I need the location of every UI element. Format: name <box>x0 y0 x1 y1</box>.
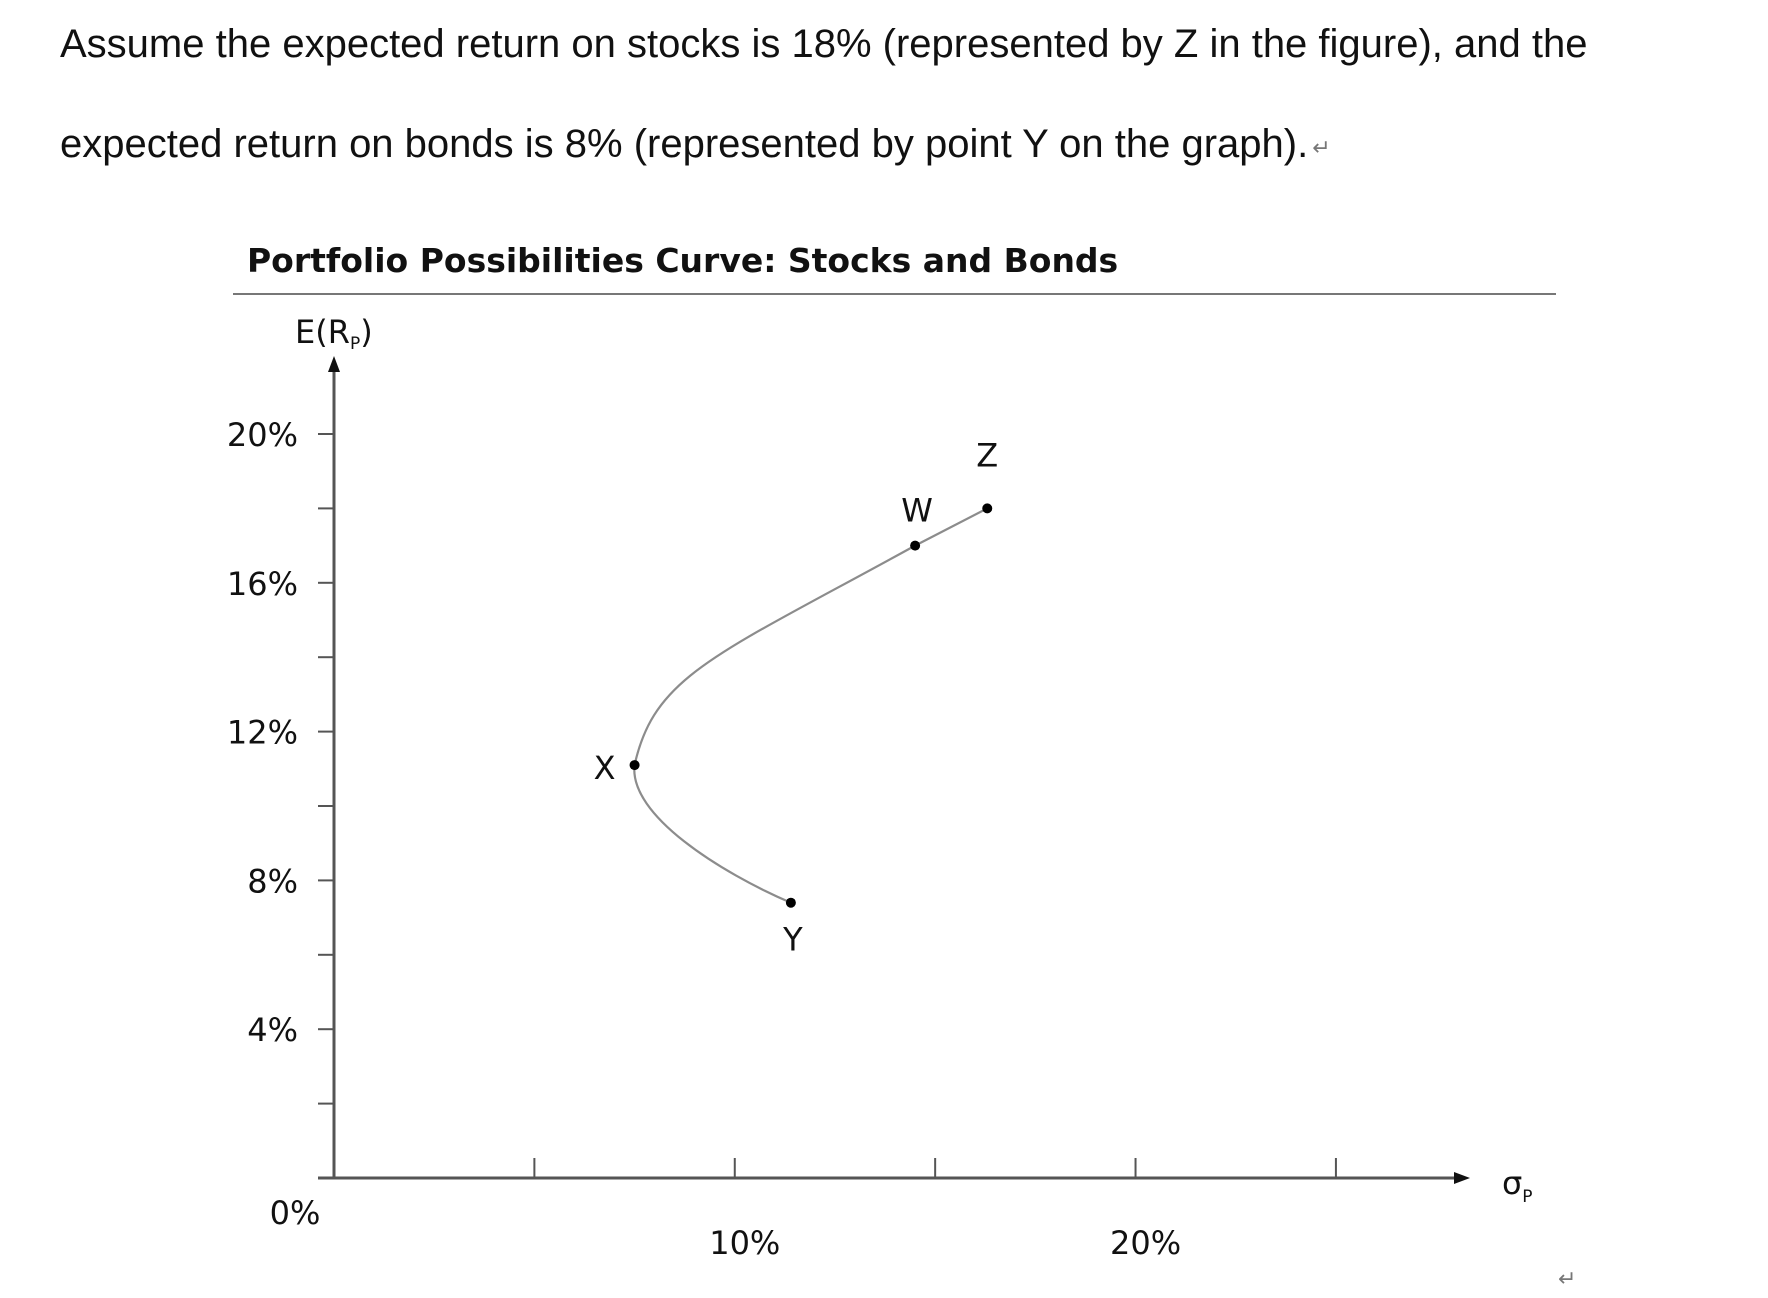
x-tick-label: 20% <box>1110 1224 1181 1262</box>
x-axis-arrow-icon <box>1454 1172 1470 1184</box>
portfolio-curve <box>633 507 988 904</box>
y-axis-label-sub: P <box>350 334 360 354</box>
point-x-label: X <box>594 749 616 787</box>
y-axis-label: E(RP) <box>295 313 373 354</box>
question-line-1: Assume the expected return on stocks is … <box>60 22 1588 66</box>
end-return-icon: ↵ <box>1558 1266 1577 1291</box>
curve-group <box>633 507 988 904</box>
axes <box>318 356 1470 1184</box>
point-y-label: Y <box>782 921 803 959</box>
point-z-marker <box>982 503 993 514</box>
y-tick-label: 12% <box>227 714 298 752</box>
x-tick-label: 10% <box>709 1224 780 1262</box>
chart-title: Portfolio Possibilities Curve: Stocks an… <box>247 241 1118 280</box>
y-axis-label-base: E(R <box>295 313 350 351</box>
x-axis-label-base: σ <box>1502 1164 1522 1202</box>
point-w-label: W <box>901 492 933 530</box>
question-line-2: expected return on bonds is 8% (represen… <box>60 120 1331 172</box>
points: Y X W Z <box>594 436 999 958</box>
point-z-label: Z <box>976 436 998 474</box>
x-axis-label-sub: P <box>1522 1187 1532 1207</box>
point-x-marker <box>629 760 640 771</box>
point-y-marker <box>785 897 796 908</box>
y-tick-label: 8% <box>247 862 298 900</box>
y-axis-arrow-icon <box>328 356 340 372</box>
y-axis-label-close: ) <box>360 313 372 351</box>
question-line-2-text: expected return on bonds is 8% (represen… <box>60 122 1309 166</box>
x-tick-label: 0% <box>270 1194 321 1232</box>
point-w-marker <box>910 540 921 551</box>
x-axis-label: σP <box>1502 1164 1533 1207</box>
y-tick-label: 4% <box>247 1011 298 1049</box>
paragraph-return-icon: ↵ <box>1312 135 1331 160</box>
y-tick-label: 16% <box>227 565 298 603</box>
y-tick-label: 20% <box>227 416 298 454</box>
ticks: 20% 16% 12% 8% 4% 0% 10% 20% <box>227 416 1337 1262</box>
